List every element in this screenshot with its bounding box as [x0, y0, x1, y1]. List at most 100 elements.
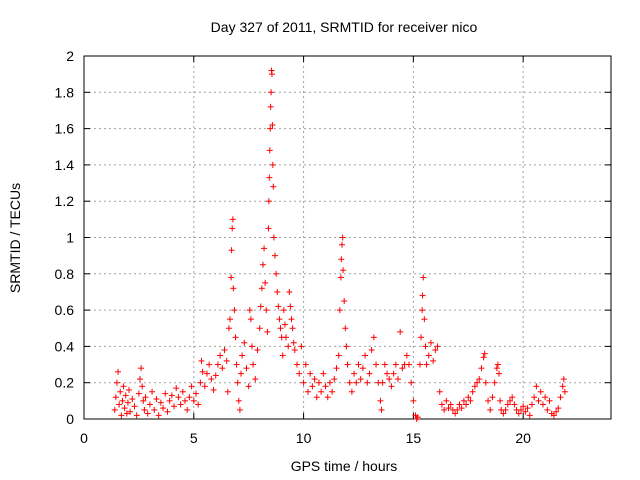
data-point [223, 357, 230, 364]
data-point [355, 361, 362, 368]
data-point [144, 410, 151, 417]
data-point [526, 412, 533, 419]
data-point [395, 376, 402, 383]
data-point [151, 406, 158, 413]
data-point [248, 343, 255, 350]
data-point [261, 245, 268, 252]
data-point [322, 383, 329, 390]
data-point [208, 376, 215, 383]
data-point [217, 352, 224, 359]
axis-ticks: 00.20.40.60.811.21.41.61.820 5 10 15 20 [55, 48, 611, 446]
data-point [229, 216, 236, 223]
data-point [270, 183, 277, 190]
data-point [266, 147, 273, 154]
data-point [528, 401, 535, 408]
data-point [265, 225, 272, 232]
data-point [399, 365, 406, 372]
data-point [496, 370, 503, 377]
data-point [474, 379, 481, 386]
data-point [454, 406, 461, 413]
data-point [430, 357, 437, 364]
data-point [127, 408, 134, 415]
data-point [434, 343, 441, 350]
data-point [243, 365, 250, 372]
data-point [487, 406, 494, 413]
data-point [555, 405, 562, 412]
data-point [339, 241, 346, 248]
data-point [408, 379, 415, 386]
data-point [171, 403, 178, 410]
data-point [436, 388, 443, 395]
data-point [517, 406, 524, 413]
x-tick-label: 0 [80, 430, 88, 446]
data-point [542, 394, 549, 401]
data-point [502, 406, 509, 413]
data-point [478, 365, 485, 372]
data-point [221, 347, 228, 354]
data-point [425, 352, 432, 359]
y-tick-label: 0 [66, 411, 74, 427]
data-point [320, 370, 327, 377]
data-point [553, 408, 560, 415]
data-point [359, 365, 366, 372]
data-point [421, 316, 428, 323]
data-point [274, 288, 281, 295]
data-point [335, 352, 342, 359]
data-point [366, 370, 373, 377]
data-point [476, 376, 483, 383]
data-point [403, 352, 410, 359]
data-point [535, 397, 542, 404]
data-point [333, 365, 340, 372]
data-point [559, 383, 566, 390]
data-point [160, 405, 167, 412]
data-point [256, 325, 263, 332]
data-point [405, 361, 412, 368]
data-point [309, 383, 316, 390]
data-point [304, 388, 311, 395]
data-point [343, 343, 350, 350]
data-point [117, 388, 124, 395]
data-point [228, 274, 235, 281]
data-point [341, 298, 348, 305]
data-point [520, 403, 527, 410]
data-point [465, 394, 472, 401]
data-point [315, 379, 322, 386]
data-point [561, 388, 568, 395]
data-point [287, 303, 294, 310]
data-point [276, 316, 283, 323]
data-point [560, 376, 567, 383]
data-point [121, 405, 128, 412]
data-point [138, 365, 145, 372]
data-point [157, 399, 164, 406]
data-point [166, 397, 173, 404]
data-point [210, 386, 217, 393]
data-point [368, 347, 375, 354]
data-point [162, 390, 169, 397]
data-point [280, 307, 287, 314]
grid [84, 56, 611, 419]
data-point [153, 396, 160, 403]
data-point [447, 401, 454, 408]
data-point [522, 408, 529, 415]
data-point [500, 410, 507, 417]
chart-title: Day 327 of 2011, SRMTID for receiver nic… [211, 19, 478, 35]
data-point [247, 316, 254, 323]
data-point [279, 352, 286, 359]
data-point [410, 397, 417, 404]
data-point [177, 401, 184, 408]
y-tick-label: 0.8 [55, 266, 75, 282]
data-point [201, 383, 208, 390]
data-point [491, 379, 498, 386]
data-point [269, 121, 276, 128]
x-tick-label: 5 [190, 430, 198, 446]
data-point [212, 372, 219, 379]
data-point [370, 334, 377, 341]
data-point [225, 325, 232, 332]
y-tick-label: 1 [66, 230, 74, 246]
data-point [113, 379, 120, 386]
data-point [324, 394, 331, 401]
y-tick-label: 0.2 [55, 375, 75, 391]
data-point [141, 406, 148, 413]
data-point [432, 347, 439, 354]
